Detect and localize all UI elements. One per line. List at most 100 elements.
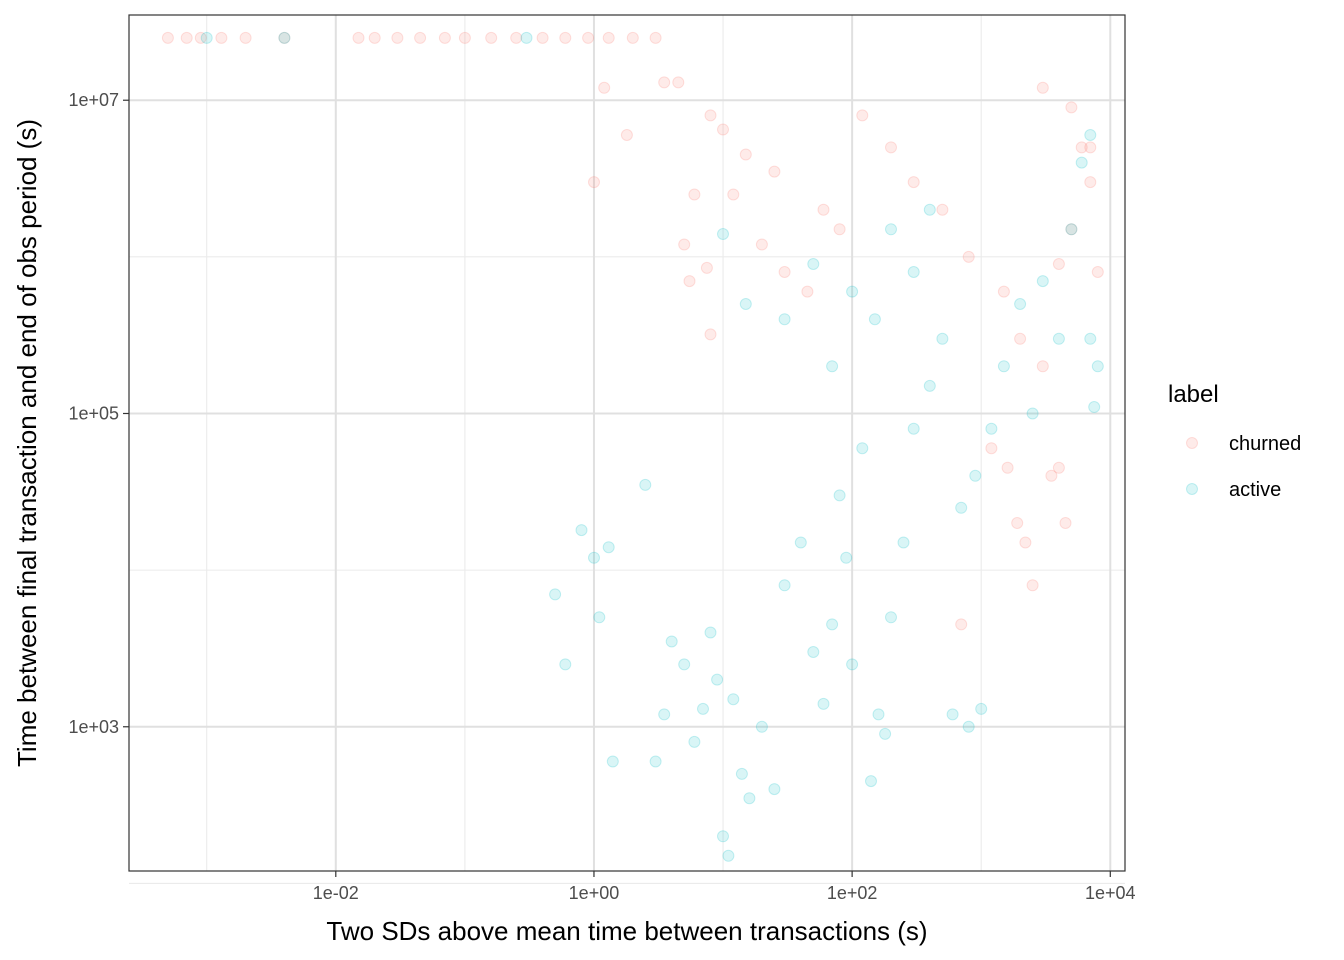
data-point-churned bbox=[997, 285, 1010, 298]
data-point-active bbox=[826, 618, 839, 631]
data-point-active bbox=[975, 702, 988, 715]
data-point-churned bbox=[438, 31, 451, 44]
data-point-active bbox=[1084, 332, 1097, 345]
data-point-active bbox=[997, 360, 1010, 373]
data-point-active bbox=[794, 536, 807, 549]
data-point-churned bbox=[1075, 141, 1088, 154]
data-point-churned bbox=[1084, 176, 1097, 189]
data-point-active bbox=[1052, 332, 1065, 345]
data-point-active bbox=[1091, 360, 1104, 373]
grid-lines bbox=[129, 15, 1125, 884]
data-point-active bbox=[856, 442, 869, 455]
data-point-active bbox=[907, 422, 920, 435]
data-point-active bbox=[200, 31, 213, 44]
data-point-active bbox=[704, 626, 717, 639]
data-point-churned bbox=[161, 31, 174, 44]
data-point-churned bbox=[598, 81, 611, 94]
x-tick-label: 1e+02 bbox=[827, 883, 878, 903]
data-point-active bbox=[807, 258, 820, 270]
data-point-churned bbox=[485, 31, 498, 44]
data-point-churned bbox=[1052, 461, 1065, 474]
data-point-churned bbox=[688, 188, 701, 201]
data-point-churned bbox=[588, 176, 600, 189]
legend-title: label bbox=[1168, 381, 1219, 408]
data-point-churned bbox=[194, 31, 207, 44]
data-point-active bbox=[639, 478, 652, 491]
data-point-churned bbox=[649, 31, 662, 44]
data-point-churned bbox=[458, 31, 471, 44]
data-point-churned bbox=[414, 31, 427, 44]
data-point-churned bbox=[352, 31, 365, 44]
legend-label-churned: churned bbox=[1229, 433, 1301, 455]
data-point-active bbox=[807, 646, 820, 658]
data-points bbox=[161, 31, 1104, 862]
data-point-churned bbox=[955, 618, 968, 631]
data-point-churned bbox=[907, 176, 920, 189]
data-point-active bbox=[588, 551, 600, 564]
data-point-active bbox=[1014, 298, 1027, 310]
data-point-churned bbox=[1026, 579, 1039, 592]
data-point-active bbox=[739, 298, 752, 310]
data-point-churned bbox=[602, 31, 615, 44]
data-point-active bbox=[727, 693, 740, 706]
data-point-churned bbox=[727, 188, 740, 201]
data-point-churned bbox=[239, 31, 252, 44]
data-point-active bbox=[658, 708, 671, 721]
data-point-churned bbox=[817, 203, 830, 216]
data-point-active bbox=[778, 579, 791, 592]
data-point-active bbox=[520, 31, 533, 44]
data-point-churned bbox=[1036, 360, 1049, 373]
y-tick-label: 1e+07 bbox=[68, 90, 119, 110]
data-point-active bbox=[833, 489, 846, 502]
data-point-churned bbox=[672, 76, 685, 89]
data-point-active bbox=[826, 360, 839, 373]
legend-key-active bbox=[1186, 483, 1198, 495]
data-point-churned bbox=[962, 250, 975, 263]
axis-ticks: 1e-02 1e+00 1e+02 1e+04 1e+03 1e+05 1e+07 bbox=[68, 90, 1135, 903]
data-point-churned bbox=[704, 109, 717, 122]
data-point-active bbox=[735, 767, 748, 780]
data-point-churned bbox=[391, 31, 404, 44]
data-point-active bbox=[1084, 129, 1097, 141]
data-point-churned bbox=[739, 148, 752, 161]
data-point-churned bbox=[936, 203, 949, 216]
data-point-active bbox=[865, 775, 877, 788]
data-point-churned bbox=[885, 141, 897, 154]
data-point-churned bbox=[1091, 266, 1104, 278]
plot-background bbox=[129, 15, 1125, 871]
x-tick-label: 1e-02 bbox=[313, 883, 359, 903]
data-point-churned bbox=[1011, 517, 1024, 529]
data-point-active bbox=[1026, 407, 1039, 420]
x-tick-label: 1e+04 bbox=[1085, 883, 1136, 903]
data-point-active bbox=[946, 708, 959, 721]
data-point-active bbox=[665, 635, 678, 648]
data-point-active bbox=[872, 708, 885, 721]
data-point-churned bbox=[1001, 461, 1014, 474]
data-point-active bbox=[688, 735, 701, 748]
data-point-churned bbox=[278, 31, 291, 44]
data-point-active bbox=[840, 551, 853, 564]
data-point-active bbox=[1088, 401, 1101, 413]
data-point-active bbox=[846, 658, 859, 671]
data-point-churned bbox=[778, 266, 791, 278]
data-point-active bbox=[969, 469, 982, 482]
data-point-churned bbox=[626, 31, 639, 44]
data-point-churned bbox=[755, 238, 768, 251]
data-point-churned bbox=[985, 442, 998, 455]
legend-key-churned bbox=[1186, 437, 1198, 449]
x-tick-label: 1e+00 bbox=[569, 883, 620, 903]
data-point-churned bbox=[683, 275, 696, 288]
data-point-active bbox=[985, 422, 998, 435]
data-point-active bbox=[755, 720, 768, 733]
data-point-active bbox=[885, 223, 897, 236]
data-point-churned bbox=[856, 109, 869, 122]
data-point-active bbox=[278, 31, 291, 44]
data-point-active bbox=[817, 697, 830, 710]
data-point-churned bbox=[833, 223, 846, 236]
data-point-active bbox=[962, 720, 975, 733]
data-point-active bbox=[697, 702, 709, 715]
x-axis-title: Two SDs above mean time between transact… bbox=[326, 916, 927, 946]
data-point-churned bbox=[768, 165, 781, 178]
data-point-active bbox=[678, 658, 691, 671]
